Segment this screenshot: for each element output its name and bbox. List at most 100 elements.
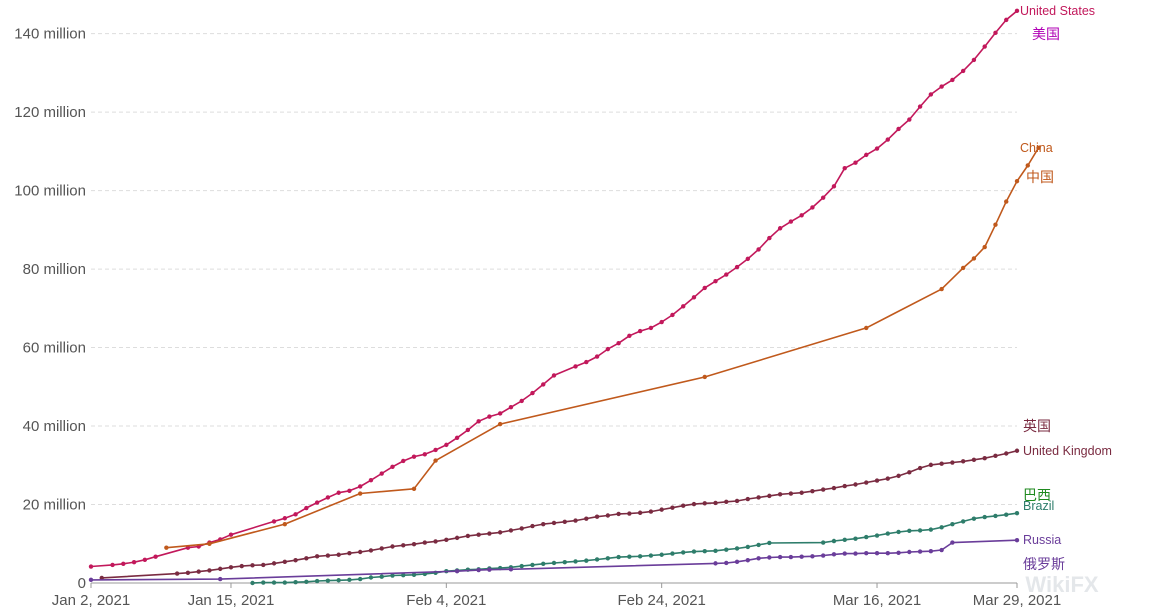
data-point — [584, 516, 589, 521]
data-point — [799, 213, 804, 218]
data-point — [271, 561, 277, 566]
data-point — [433, 447, 438, 453]
data-point — [917, 104, 923, 109]
data-point — [853, 160, 858, 165]
data-point — [810, 205, 815, 210]
data-point — [304, 579, 309, 585]
data-point — [896, 529, 901, 535]
data-point — [347, 550, 352, 556]
data-point — [282, 516, 288, 521]
data-point — [594, 354, 600, 359]
data-point — [185, 570, 191, 575]
data-point — [573, 518, 578, 523]
data-point — [314, 578, 320, 584]
data-point — [261, 562, 266, 568]
data-point — [842, 483, 847, 489]
data-point — [282, 580, 288, 585]
data-point — [637, 510, 643, 515]
y-tick-label: 80 million — [23, 261, 86, 278]
data-point — [584, 558, 589, 563]
data-point — [627, 511, 632, 516]
data-point — [702, 501, 707, 506]
data-point — [842, 537, 847, 543]
data-point — [164, 545, 169, 550]
data-point — [99, 575, 104, 581]
data-point — [767, 493, 772, 499]
data-point — [702, 285, 707, 291]
data-point — [788, 219, 794, 224]
data-point — [551, 560, 557, 566]
data-point — [864, 534, 869, 540]
data-point — [325, 578, 331, 583]
data-point — [724, 547, 729, 552]
data-point — [293, 580, 298, 585]
data-point — [250, 580, 255, 586]
data-point — [508, 528, 514, 533]
data-point — [993, 453, 998, 459]
series-russia — [88, 538, 1020, 583]
data-point — [637, 328, 643, 334]
data-point — [820, 195, 826, 200]
data-point — [767, 235, 772, 241]
data-point — [390, 464, 395, 470]
data-point — [357, 576, 363, 582]
data-point — [347, 488, 352, 493]
data-point — [777, 226, 783, 231]
data-point — [1014, 178, 1020, 184]
data-point — [1004, 17, 1009, 23]
data-point — [336, 578, 341, 583]
data-point — [896, 126, 901, 132]
data-point — [627, 333, 632, 338]
data-point — [702, 374, 707, 380]
data-point — [831, 538, 837, 544]
data-point — [271, 580, 277, 585]
data-point — [487, 567, 492, 572]
data-point — [939, 547, 944, 553]
data-point — [691, 295, 697, 300]
data-point — [853, 551, 858, 556]
data-point — [885, 550, 890, 556]
data-point — [1004, 451, 1009, 456]
series-china — [164, 145, 1041, 550]
data-point — [271, 519, 277, 524]
data-point — [734, 546, 740, 551]
data-point — [401, 543, 406, 548]
data-point — [401, 572, 406, 578]
data-point — [907, 528, 912, 534]
x-tick-label: Jan 15, 2021 — [188, 592, 275, 609]
data-point — [422, 540, 427, 545]
data-point — [142, 557, 148, 563]
data-point — [874, 533, 880, 538]
data-point — [1014, 448, 1020, 453]
series-group — [88, 8, 1041, 586]
data-point — [810, 554, 815, 559]
data-point — [261, 580, 266, 585]
data-point — [487, 414, 492, 419]
data-point — [907, 117, 912, 122]
data-point — [950, 521, 955, 527]
series-united-states — [88, 8, 1020, 569]
data-point — [928, 92, 934, 97]
data-point — [971, 256, 977, 261]
data-point — [971, 57, 977, 63]
data-point — [368, 548, 374, 553]
data-point — [724, 499, 729, 504]
data-point — [304, 505, 309, 511]
data-point — [950, 460, 955, 465]
data-point — [756, 247, 761, 252]
data-point — [433, 458, 438, 463]
data-point — [541, 561, 546, 566]
data-point — [713, 561, 718, 566]
data-point — [831, 485, 837, 491]
data-point — [627, 554, 632, 559]
data-point — [767, 555, 772, 560]
data-point — [681, 550, 686, 555]
data-point — [616, 554, 621, 560]
data-point — [357, 549, 363, 555]
data-point — [810, 488, 815, 494]
data-point — [347, 577, 352, 583]
data-point — [842, 166, 847, 171]
data-point — [411, 454, 417, 459]
data-point — [530, 390, 535, 396]
series-label-cn: 巴西 — [1023, 488, 1051, 504]
